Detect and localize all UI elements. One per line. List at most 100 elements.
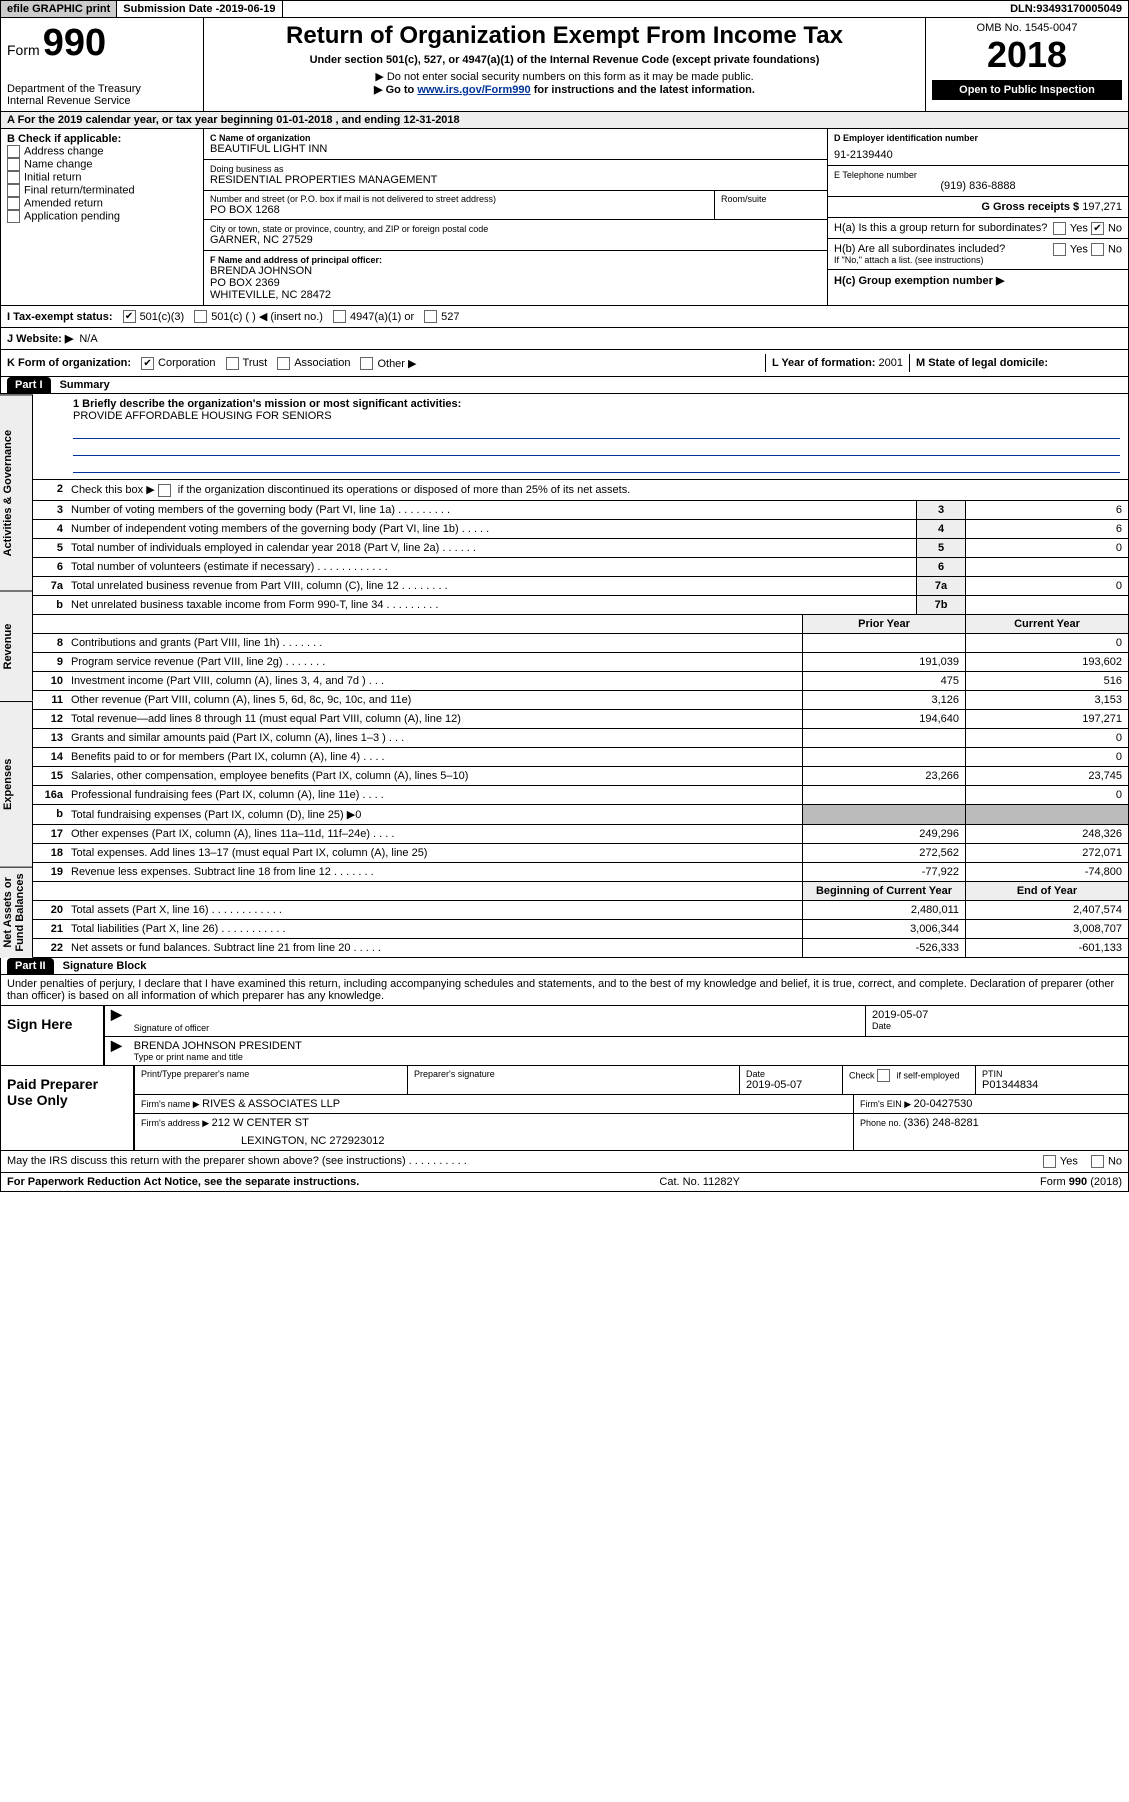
note2-post: for instructions and the latest informat… [534, 84, 755, 96]
line-num: 5 [33, 539, 67, 557]
phone-label: E Telephone number [834, 170, 1122, 180]
row-k-label: K Form of organization: [7, 357, 131, 369]
checkbox-discuss-yes[interactable] [1043, 1155, 1056, 1168]
hc-label: H(c) Group exemption number ▶ [834, 275, 1004, 287]
line-text: Other expenses (Part IX, column (A), lin… [67, 825, 802, 843]
ptin-cell: PTIN P01344834 [976, 1066, 1128, 1094]
sig-row-2: ▶ BRENDA JOHNSON PRESIDENT Type or print… [105, 1037, 1128, 1065]
current-value: 516 [965, 672, 1128, 690]
header-left: Form 990 Department of the Treasury Inte… [1, 18, 204, 111]
row-j-label: J Website: ▶ [7, 332, 73, 345]
line-box: 7b [916, 596, 965, 614]
footer-right-post: (2018) [1090, 1176, 1122, 1188]
line-13: 13Grants and similar amounts paid (Part … [33, 729, 1129, 748]
line-text: Total liabilities (Part X, line 26) . . … [67, 920, 802, 938]
current-value: 0 [965, 748, 1128, 766]
checkbox-other[interactable] [360, 357, 373, 370]
line2-num: 2 [33, 480, 67, 500]
officer-box: F Name and address of principal officer:… [204, 251, 827, 305]
mission-underline2 [73, 441, 1120, 456]
row-m: M State of legal domicile: [909, 354, 1122, 372]
checkbox-4947[interactable] [333, 310, 346, 323]
prep-sig-cell: Preparer's signature [408, 1066, 740, 1094]
line-text: Number of independent voting members of … [67, 520, 916, 538]
footer-right-pre: Form [1040, 1176, 1069, 1188]
checkbox-hb-no[interactable] [1091, 243, 1104, 256]
prior-value: -77,922 [802, 863, 965, 881]
checkbox-final-return[interactable] [7, 184, 20, 197]
line-6: 6Total number of volunteers (estimate if… [33, 558, 1129, 577]
cb-label-4: Amended return [24, 197, 103, 209]
line-text: Program service revenue (Part VIII, line… [67, 653, 802, 671]
current-value: 0 [965, 729, 1128, 747]
sig-date-value: 2019-05-07 [872, 1009, 1122, 1021]
col-d: D Employer identification number 91-2139… [827, 129, 1128, 305]
checkbox-501c3[interactable] [123, 310, 136, 323]
checkbox-address-change[interactable] [7, 145, 20, 158]
prior-value [802, 634, 965, 652]
line-num: 13 [33, 729, 67, 747]
checkbox-527[interactable] [424, 310, 437, 323]
checkbox-assoc[interactable] [277, 357, 290, 370]
line-4: 4Number of independent voting members of… [33, 520, 1129, 539]
sig-date-label: Date [872, 1021, 1122, 1031]
checkbox-pending[interactable] [7, 210, 20, 223]
checkbox-corp[interactable] [141, 357, 154, 370]
checkbox-name-change[interactable] [7, 158, 20, 171]
net-lines: 20Total assets (Part X, line 16) . . . .… [33, 901, 1129, 958]
opt-trust: Trust [243, 357, 268, 369]
line-num: 10 [33, 672, 67, 690]
checkbox-self-employed[interactable] [877, 1069, 890, 1082]
website-value: N/A [79, 333, 97, 345]
opt-other: Other ▶ [377, 357, 416, 370]
sig-arrow-1: ▶ [105, 1006, 128, 1036]
checkbox-amended[interactable] [7, 197, 20, 210]
hb-label: H(b) Are all subordinates included? [834, 243, 1005, 255]
main-grid: B Check if applicable: Address change Na… [0, 129, 1129, 306]
gov-lines: 3Number of voting members of the governi… [33, 501, 1129, 615]
dba-label: Doing business as [210, 164, 821, 174]
ha-no: No [1108, 222, 1122, 234]
hb-box: H(b) Are all subordinates included? Yes … [828, 239, 1128, 270]
sig-arrow-2: ▶ [105, 1037, 128, 1065]
line-text: Grants and similar amounts paid (Part IX… [67, 729, 802, 747]
dba-value: RESIDENTIAL PROPERTIES MANAGEMENT [210, 174, 821, 186]
checkbox-discuss-no[interactable] [1091, 1155, 1104, 1168]
checkbox-initial-return[interactable] [7, 171, 20, 184]
officer-name-value: BRENDA JOHNSON PRESIDENT [134, 1040, 1122, 1052]
street-row: Number and street (or P.O. box if mail i… [204, 191, 827, 220]
opt-527: 527 [441, 311, 459, 323]
discuss-no: No [1108, 1155, 1122, 1167]
irs-link[interactable]: www.irs.gov/Form990 [417, 84, 530, 96]
org-name-box: C Name of organization BEAUTIFUL LIGHT I… [204, 129, 827, 160]
sig-officer-cell: Signature of officer [128, 1006, 866, 1036]
officer-name: BRENDA JOHNSON [210, 265, 821, 277]
form-note2: ▶ Go to www.irs.gov/Form990 for instruct… [210, 83, 919, 96]
efile-print-button[interactable]: efile GRAPHIC print [1, 1, 117, 17]
checkbox-trust[interactable] [226, 357, 239, 370]
line-num: 17 [33, 825, 67, 843]
ptin-value: P01344834 [982, 1079, 1122, 1091]
line-b: bTotal fundraising expenses (Part IX, co… [33, 805, 1129, 825]
checkbox-line2[interactable] [158, 484, 171, 497]
penalty-text: Under penalties of perjury, I declare th… [0, 975, 1129, 1006]
ha-box: H(a) Is this a group return for subordin… [828, 218, 1128, 239]
checkbox-ha-no[interactable] [1091, 222, 1104, 235]
line-value: 6 [965, 501, 1128, 519]
firm-ein-label: Firm's EIN ▶ [860, 1099, 914, 1109]
checkbox-hb-yes[interactable] [1053, 243, 1066, 256]
line-5: 5Total number of individuals employed in… [33, 539, 1129, 558]
opt-assoc: Association [294, 357, 350, 369]
org-name-label: C Name of organization [210, 133, 821, 143]
submission-label: Submission Date - [123, 3, 219, 15]
sign-here-label: Sign Here [1, 1006, 105, 1065]
checkbox-ha-yes[interactable] [1053, 222, 1066, 235]
checkbox-501c[interactable] [194, 310, 207, 323]
prior-value: 191,039 [802, 653, 965, 671]
street-box: Number and street (or P.O. box if mail i… [204, 191, 714, 219]
part1-body: Activities & Governance Revenue Expenses… [0, 394, 1129, 958]
line-15: 15Salaries, other compensation, employee… [33, 767, 1129, 786]
sign-here-right: ▶ Signature of officer 2019-05-07 Date ▶… [105, 1006, 1128, 1065]
firm-name-label: Firm's name ▶ [141, 1099, 202, 1109]
line-19: 19Revenue less expenses. Subtract line 1… [33, 863, 1129, 882]
